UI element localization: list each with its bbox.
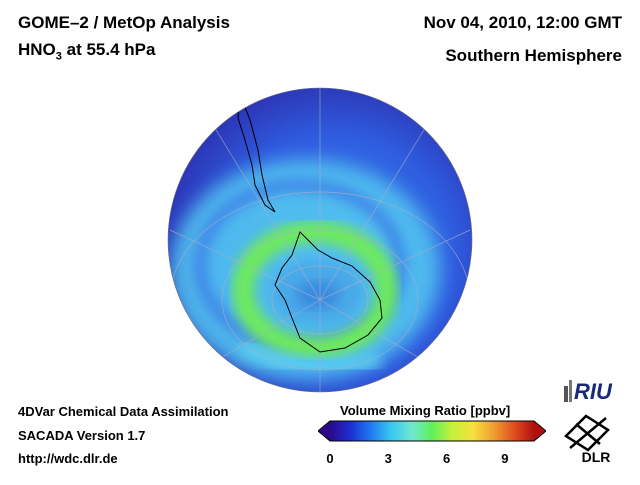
footer-assimilation-label: 4DVar Chemical Data Assimilation [18,404,229,419]
colorbar-tick-label: 3 [384,451,392,466]
south-america-coastline [237,94,276,213]
colorbar-title: Volume Mixing Ratio [ppbv] [340,403,511,418]
antarctica-coastline [274,231,383,353]
globe-field [168,88,472,392]
footer-url-label: http://wdc.dlr.de [18,451,118,466]
dlr-logo: DLR [564,414,611,465]
colorbar-right-arrow [534,421,546,441]
colorbar-gradient [330,421,534,441]
colorbar-tick-label: 6 [442,451,451,466]
species-name: HNO [18,40,56,59]
australia-coastline [174,299,183,331]
dlr-logo-text: DLR [582,449,611,465]
colorbar-left-arrow [318,421,330,441]
colorbar-tick-label: 9 [501,451,509,466]
riu-logo: RIU [564,379,613,404]
riu-logo-text: RIU [574,379,613,404]
species-subscript: 3 [55,50,62,63]
region-label: Southern Hemisphere [445,46,622,65]
map-title: GOME–2 / MetOp Analysis [18,13,230,32]
pressure-level: at 55.4 hPa [61,40,156,59]
map-subtitle: HNO3 at 55.4 hPa [18,40,155,62]
date-label: Nov 04, 2010, 12:00 GMT [423,13,622,32]
colorbar [318,420,546,442]
colorbar-tick-label: 0 [326,451,334,466]
footer-version-label: SACADA Version 1.7 [18,428,146,443]
africa-coastline [439,119,453,151]
